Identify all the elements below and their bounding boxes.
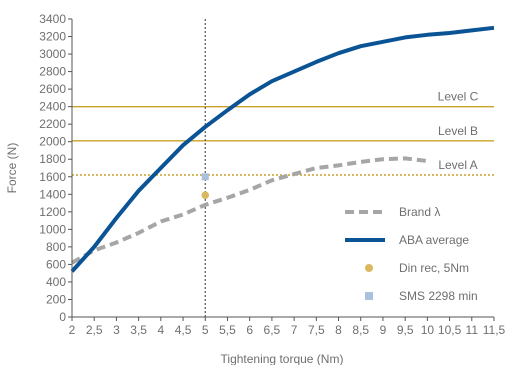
y-tick-label: 200 [46,292,66,306]
x-tick-label: 10,5 [438,323,462,337]
series-line-brand [71,156,428,265]
x-tick-label: 11 [466,323,479,337]
point-din-rec-5nm [201,191,210,199]
legend-label-sms-2298-min: SMS 2298 min [399,289,478,303]
x-tick-label: 8,5 [352,323,369,337]
series-points [201,173,210,199]
x-tick-label: 3,5 [130,323,147,337]
y-tick-label: 1000 [39,222,66,236]
y-tick-label: 3000 [39,47,66,61]
y-tick-label: 2000 [39,135,66,149]
legend-item-din-rec-5nm: Din rec, 5Nm [365,261,469,275]
reference-label-level-b: Level B [438,124,478,138]
legend: Brand λ ABA average Din rec, 5Nm SMS 2298 m… [345,205,478,303]
y-tick-label: 2800 [39,65,66,79]
y-tick-label: 1400 [39,187,66,201]
reference-label-level-a: Level A [438,158,477,172]
x-tick-label: 5 [202,323,209,337]
y-tick-label: 400 [46,275,66,289]
y-tick-label: 2400 [39,100,66,114]
y-tick-label: 600 [46,257,66,271]
y-axis-label: Force (N) [5,143,19,194]
reference-lines: Level C Level B Level A [72,19,494,317]
x-tick-label: 5,5 [219,323,236,337]
legend-item-aba-average: ABA average [345,233,469,247]
x-tick-label: 4 [157,323,164,337]
x-tick-label: 2 [69,323,76,337]
x-tick-label: 4,5 [175,323,192,337]
series-lines [70,25,495,273]
x-tick-label: 6,5 [264,323,281,337]
y-tick-label: 3200 [39,30,66,44]
reference-label-level-c: Level C [438,90,479,104]
legend-label-aba-average: ABA average [399,233,469,247]
x-tick-label: 7,5 [308,323,325,337]
x-tick-label: 10 [421,323,435,337]
x-tick-label: 7 [291,323,298,337]
legend-label-brand: Brand λ [399,205,440,219]
x-tick-label: 2,5 [86,323,103,337]
y-tick-label: 2200 [39,117,66,131]
legend-swatch-sms-2298-min [365,292,373,300]
y-tick-label: 1600 [39,170,66,184]
x-tick-label: 8 [335,323,342,337]
y-tick-label: 3400 [39,12,66,26]
x-tick-label: 3 [113,323,120,337]
legend-item-brand: Brand λ [345,205,440,219]
y-tick-label: 800 [46,240,66,254]
axes: 0 200 400 600 800 1000 1200 1400 1600 1800 2000 220… [39,12,505,337]
y-tick-label: 1200 [39,205,66,219]
series-line-aba-average [70,25,495,273]
x-tick-label: 9 [380,323,387,337]
point-sms-2298-min [201,173,209,181]
x-axis-label: Tightening torque (Nm) [221,352,344,365]
y-tick-label: 2600 [39,82,66,96]
y-tick-label: 1800 [39,152,66,166]
legend-label-din-rec-5nm: Din rec, 5Nm [399,261,469,275]
x-tick-label: 11,5 [483,323,506,337]
x-tick-label: 9,5 [397,323,414,337]
legend-item-sms-2298-min: SMS 2298 min [365,289,478,303]
y-tick-label: 0 [59,310,66,324]
legend-swatch-din-rec-5nm [365,264,373,272]
x-tick-label: 6 [246,323,253,337]
